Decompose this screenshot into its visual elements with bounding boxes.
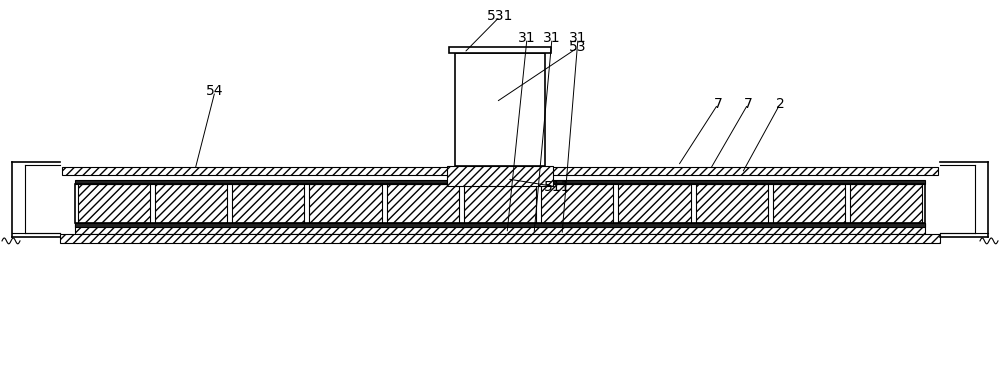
Bar <box>155 184 227 223</box>
Bar <box>696 184 768 223</box>
Text: 7: 7 <box>744 97 752 111</box>
Text: 531: 531 <box>487 9 513 23</box>
Text: 7: 7 <box>714 97 722 111</box>
Bar <box>447 166 553 186</box>
Bar <box>75 180 925 184</box>
Bar <box>75 184 925 223</box>
Bar <box>773 184 845 223</box>
Bar <box>455 53 545 166</box>
Bar <box>940 165 975 233</box>
Bar <box>387 184 459 223</box>
Bar <box>464 184 536 223</box>
Bar <box>60 234 940 243</box>
Bar <box>75 223 925 234</box>
Bar <box>618 184 691 223</box>
Text: 31: 31 <box>543 31 561 45</box>
Bar <box>232 184 304 223</box>
Bar <box>309 184 382 223</box>
Text: 2: 2 <box>776 97 784 111</box>
Text: 511: 511 <box>544 180 570 194</box>
Text: 31: 31 <box>569 31 587 45</box>
Text: 31: 31 <box>518 31 536 45</box>
Bar <box>75 223 925 227</box>
Bar <box>78 184 150 223</box>
Bar <box>541 184 613 223</box>
Bar <box>850 184 922 223</box>
Text: 53: 53 <box>569 41 587 54</box>
Bar <box>62 167 938 175</box>
Text: 54: 54 <box>206 84 224 98</box>
Bar <box>449 47 551 53</box>
Bar <box>25 165 60 233</box>
